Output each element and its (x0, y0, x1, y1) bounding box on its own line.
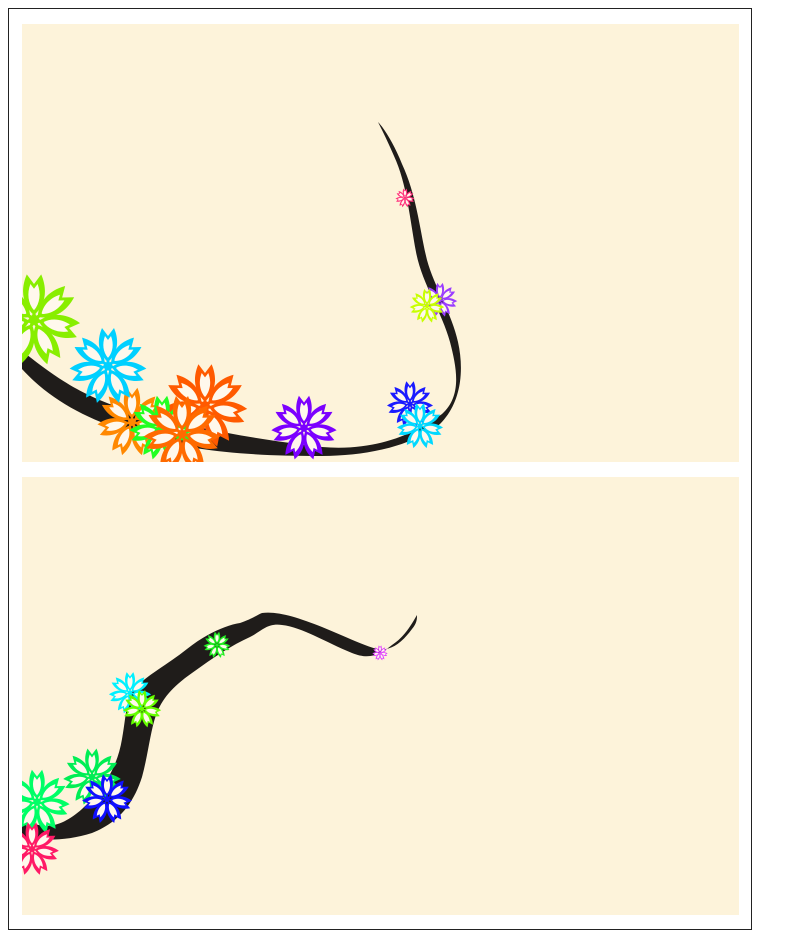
flower (22, 769, 70, 834)
flower (271, 395, 337, 460)
flower (372, 645, 388, 661)
flower (395, 188, 415, 208)
upper-branch-illustration (22, 122, 461, 462)
flower (82, 774, 132, 823)
flower (22, 274, 81, 365)
flower (396, 403, 444, 449)
flower (69, 328, 147, 403)
flower (203, 631, 231, 658)
flower (143, 396, 221, 462)
flower (22, 822, 59, 875)
upper-branch-panel (22, 24, 739, 462)
flower (409, 288, 445, 323)
lower-branch-panel (22, 477, 739, 915)
flower (122, 690, 162, 728)
lower-branch-illustration (22, 612, 417, 875)
